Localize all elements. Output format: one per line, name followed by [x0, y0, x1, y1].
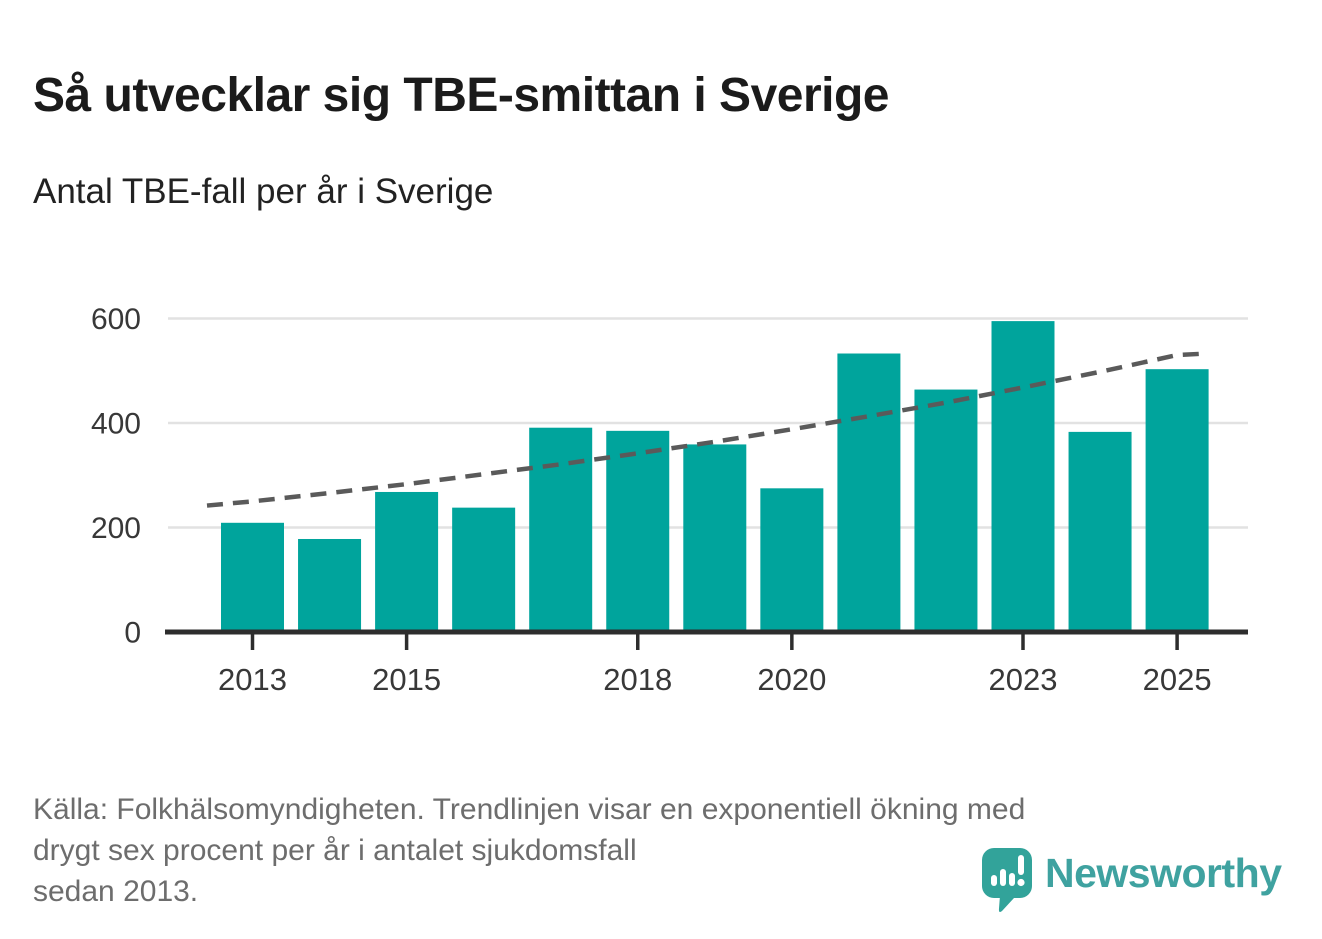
footer-source-line: sedan 2013. — [33, 875, 199, 908]
footer-source-line: Källa: Folkhälsomyndigheten. Trendlinjen… — [33, 793, 1026, 826]
x-axis-label: 2023 — [989, 662, 1058, 697]
newsworthy-bubble-chart-icon — [982, 848, 1032, 913]
bar-2017 — [529, 427, 593, 632]
x-axis-label: 2013 — [218, 662, 287, 697]
bar-2013 — [221, 522, 284, 632]
footer-source-line: drygt sex procent per år i antalet sjukd… — [33, 834, 637, 867]
x-axis-label: 2018 — [603, 662, 672, 697]
bar-2021 — [837, 353, 901, 632]
y-axis-label: 200 — [91, 512, 141, 545]
bar-2022 — [914, 389, 978, 632]
page-title: Så utvecklar sig TBE-smittan i Sverige — [33, 69, 890, 123]
newsworthy-wordmark: Newsworthy — [1045, 850, 1282, 896]
bar-2018 — [606, 430, 670, 632]
x-axis-label: 2025 — [1143, 662, 1212, 697]
bar-2016 — [452, 507, 516, 632]
footer-source-text: Källa: Folkhälsomyndigheten. Trendlinjen… — [33, 789, 1025, 912]
bar-2020 — [760, 488, 824, 632]
bar-2019 — [683, 444, 747, 632]
bar-2024 — [1068, 431, 1132, 632]
y-axis-label: 400 — [91, 408, 141, 441]
x-axis-label: 2015 — [372, 662, 441, 697]
y-axis-label: 600 — [91, 303, 141, 336]
bar-2015 — [375, 491, 439, 632]
newsworthy-logo: Newsworthy — [981, 847, 1282, 913]
bar-2023 — [991, 321, 1055, 632]
page-subtitle: Antal TBE-fall per år i Sverige — [33, 172, 494, 211]
bar-2025 — [1145, 369, 1209, 632]
y-axis-label: 0 — [124, 617, 141, 650]
x-axis-label: 2020 — [757, 662, 826, 697]
bar-2014 — [298, 538, 362, 632]
